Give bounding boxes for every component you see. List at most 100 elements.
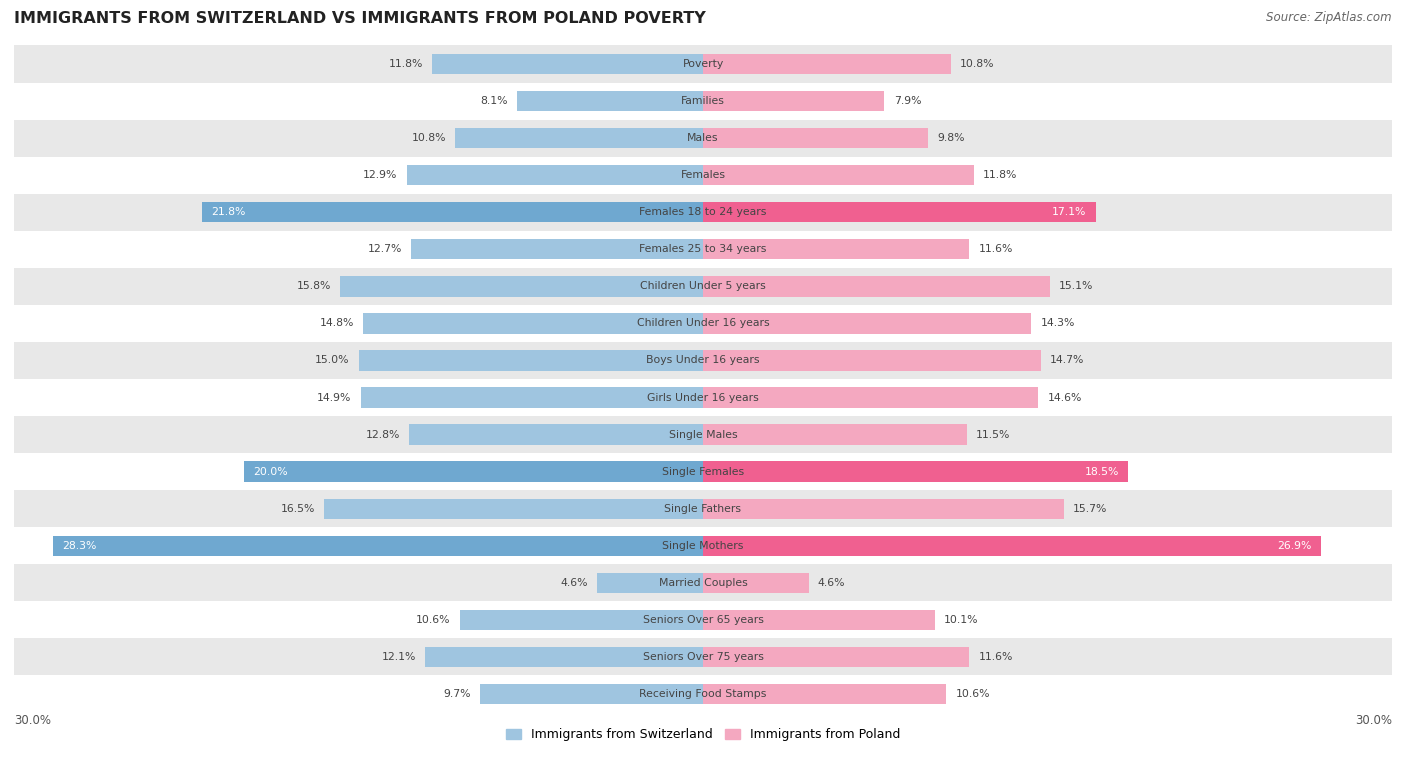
Text: 30.0%: 30.0% [1355,714,1392,728]
Text: Single Fathers: Single Fathers [665,504,741,514]
Bar [14,157,1392,194]
Bar [14,230,1392,268]
Text: 11.8%: 11.8% [388,59,423,69]
Bar [703,54,950,74]
Text: 4.6%: 4.6% [818,578,845,587]
Text: Boys Under 16 years: Boys Under 16 years [647,356,759,365]
Bar [202,202,703,222]
Bar [432,54,703,74]
Bar [243,462,703,482]
Text: 14.3%: 14.3% [1040,318,1076,328]
Text: Children Under 5 years: Children Under 5 years [640,281,766,291]
Text: 15.7%: 15.7% [1073,504,1107,514]
Text: 28.3%: 28.3% [62,540,97,551]
Bar [703,609,935,630]
Text: Single Females: Single Females [662,467,744,477]
Text: 14.9%: 14.9% [318,393,352,402]
Text: 10.6%: 10.6% [956,689,990,699]
Bar [703,313,1032,334]
Bar [14,120,1392,157]
Bar [14,490,1392,528]
Text: 8.1%: 8.1% [481,96,508,106]
Text: Children Under 16 years: Children Under 16 years [637,318,769,328]
Text: 4.6%: 4.6% [561,578,588,587]
Bar [460,609,703,630]
Text: Seniors Over 65 years: Seniors Over 65 years [643,615,763,625]
Text: 11.6%: 11.6% [979,244,1012,254]
Bar [703,202,1095,222]
Bar [406,165,703,186]
Text: 21.8%: 21.8% [211,207,246,218]
Text: 12.9%: 12.9% [363,171,398,180]
Bar [14,601,1392,638]
Text: Source: ZipAtlas.com: Source: ZipAtlas.com [1267,11,1392,24]
Text: Single Mothers: Single Mothers [662,540,744,551]
Legend: Immigrants from Switzerland, Immigrants from Poland: Immigrants from Switzerland, Immigrants … [501,723,905,747]
Text: 14.8%: 14.8% [319,318,354,328]
Text: Girls Under 16 years: Girls Under 16 years [647,393,759,402]
Text: Married Couples: Married Couples [658,578,748,587]
Bar [14,528,1392,564]
Text: Females 18 to 24 years: Females 18 to 24 years [640,207,766,218]
Bar [703,424,967,445]
Text: Males: Males [688,133,718,143]
Bar [456,128,703,149]
Text: Poverty: Poverty [682,59,724,69]
Text: 12.7%: 12.7% [368,244,402,254]
Bar [703,647,969,667]
Bar [14,675,1392,713]
Text: 9.8%: 9.8% [938,133,965,143]
Text: 15.1%: 15.1% [1059,281,1094,291]
Text: 10.1%: 10.1% [945,615,979,625]
Bar [14,83,1392,120]
Bar [361,387,703,408]
Text: 9.7%: 9.7% [443,689,471,699]
Bar [598,572,703,593]
Bar [703,462,1128,482]
Text: 10.6%: 10.6% [416,615,450,625]
Bar [703,350,1040,371]
Bar [14,416,1392,453]
Bar [363,313,703,334]
Bar [14,305,1392,342]
Bar [14,564,1392,601]
Bar [14,638,1392,675]
Text: 11.6%: 11.6% [979,652,1012,662]
Bar [425,647,703,667]
Text: Receiving Food Stamps: Receiving Food Stamps [640,689,766,699]
Text: 7.9%: 7.9% [894,96,921,106]
Bar [409,424,703,445]
Bar [517,91,703,111]
Text: 11.8%: 11.8% [983,171,1018,180]
Bar [703,276,1050,296]
Text: IMMIGRANTS FROM SWITZERLAND VS IMMIGRANTS FROM POLAND POVERTY: IMMIGRANTS FROM SWITZERLAND VS IMMIGRANT… [14,11,706,27]
Text: 20.0%: 20.0% [253,467,287,477]
Text: 10.8%: 10.8% [412,133,446,143]
Text: Single Males: Single Males [669,430,737,440]
Bar [703,91,884,111]
Text: Seniors Over 75 years: Seniors Over 75 years [643,652,763,662]
Bar [14,194,1392,230]
Text: 18.5%: 18.5% [1084,467,1119,477]
Bar [703,572,808,593]
Bar [14,453,1392,490]
Text: 10.8%: 10.8% [960,59,994,69]
Bar [14,379,1392,416]
Bar [323,499,703,519]
Text: Females: Females [681,171,725,180]
Text: 12.1%: 12.1% [381,652,416,662]
Text: 16.5%: 16.5% [281,504,315,514]
Bar [703,499,1063,519]
Bar [481,684,703,704]
Bar [412,239,703,259]
Text: 17.1%: 17.1% [1052,207,1087,218]
Text: 15.8%: 15.8% [297,281,330,291]
Bar [14,342,1392,379]
Bar [14,268,1392,305]
Text: 12.8%: 12.8% [366,430,399,440]
Text: 14.6%: 14.6% [1047,393,1081,402]
Bar [703,165,974,186]
Bar [703,239,969,259]
Bar [53,536,703,556]
Bar [359,350,703,371]
